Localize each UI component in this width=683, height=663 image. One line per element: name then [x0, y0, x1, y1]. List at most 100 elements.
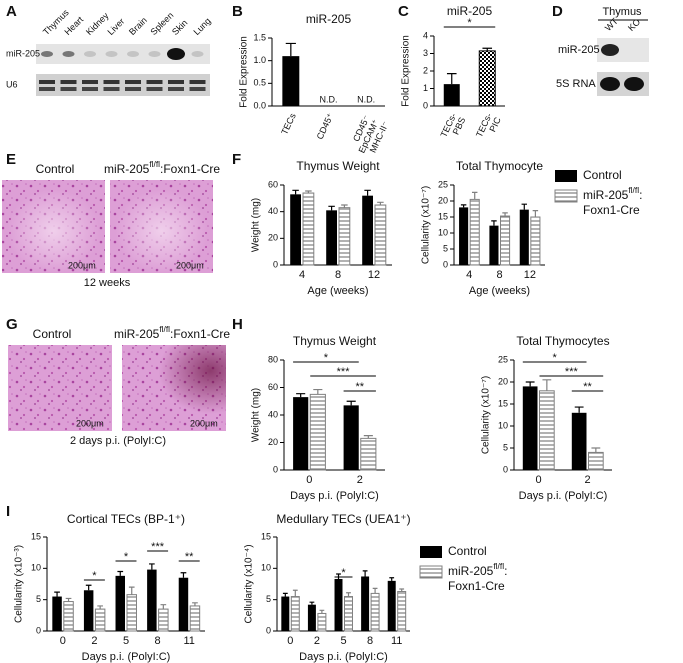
x-tick-label: TECs: [279, 111, 298, 136]
chart: miR-205 Fold Expression 0 1 2 3 4 TECs-PBS TECs-…: [401, 4, 505, 139]
x-tick-label: 0: [306, 474, 312, 486]
y-tick-label: 20: [498, 376, 508, 386]
bar: [387, 580, 396, 631]
band: [191, 51, 204, 57]
band: [146, 80, 163, 84]
panel-letter: B: [232, 3, 243, 20]
y-tick-label: 15: [261, 531, 271, 541]
error-bar: [65, 597, 72, 602]
error-bar: [336, 573, 341, 579]
error-bar: [313, 388, 323, 395]
error-bar: [377, 201, 384, 205]
significance-label: **: [185, 551, 194, 563]
y-tick-label: 20: [438, 195, 448, 205]
text-part: miR-205: [104, 162, 150, 176]
bar: [539, 390, 555, 471]
bar: [344, 596, 353, 632]
chart-title: Total Thymocytes: [516, 334, 609, 348]
bar: [443, 84, 460, 106]
y-tick-label: 10: [438, 227, 448, 237]
chart-title: Total Thymocyte: [456, 159, 543, 173]
band: [168, 87, 184, 91]
error-bar: [502, 212, 508, 217]
chart-title: miR-205: [306, 12, 352, 26]
error-bar: [180, 572, 187, 578]
y-tick-label: 4: [423, 30, 428, 40]
bar: [307, 604, 316, 631]
error-bar: [346, 592, 351, 597]
chart-title: Cortical TECs (BP-1⁺): [67, 512, 185, 526]
significance-label: *: [553, 352, 558, 364]
error-bar: [446, 73, 457, 85]
chart: Thymus Weight Weight (mg) Days p.i. (PolyI…: [251, 334, 385, 502]
text-part: :Foxn1-Cre: [170, 327, 230, 341]
bar: [326, 210, 337, 265]
significance-label: ***: [151, 541, 165, 553]
caption: 12 weeks: [84, 277, 131, 289]
error-bar: [389, 577, 395, 581]
x-tick-label: CD45⁻ EpCAM⁺ MHC-II⁻: [348, 111, 391, 158]
error-bar: [471, 191, 478, 200]
text-part: fl/fl: [493, 561, 504, 571]
y-tick-label: 0: [443, 259, 448, 269]
legend-swatch: [555, 170, 577, 182]
y-tick-label: 60: [268, 179, 278, 189]
error-bar: [319, 609, 325, 614]
error-bar: [285, 42, 296, 57]
significance-label: ***: [565, 366, 579, 378]
y-axis-title: Fold Expression: [401, 35, 412, 107]
chart: miR-205 Fold Expression 0.0 0.5 1.0 1.5 TECs CD…: [239, 12, 392, 158]
y-axis-title: Cellularity (x10⁻⁷): [481, 376, 492, 454]
x-tick-label: 5: [123, 635, 129, 647]
bar: [362, 195, 373, 265]
x-tick-label: 11: [183, 635, 194, 647]
x-tick-label: 0: [60, 635, 66, 647]
y-tick-label: 0.5: [253, 78, 266, 88]
histology-shade: [122, 345, 226, 431]
error-bar: [149, 563, 155, 570]
x-tick-label: 12: [524, 269, 536, 281]
significance-label: **: [355, 381, 364, 393]
band: [103, 80, 120, 84]
error-bar: [282, 592, 288, 597]
bar: [52, 596, 62, 631]
x-tick-label: 8: [496, 269, 502, 281]
x-axis-title: Days p.i. (PolyI:C): [299, 651, 388, 663]
bar: [361, 576, 370, 631]
error-bar: [328, 205, 335, 211]
y-axis-title: Weight (mg): [251, 198, 262, 252]
histology-image: [8, 345, 112, 431]
bar: [343, 405, 359, 470]
image-label: Control: [33, 327, 72, 341]
x-tick-label: 8: [367, 635, 373, 647]
significance-label: *: [467, 17, 472, 29]
histology-shade: [110, 180, 213, 273]
x-axis-title: Days p.i. (PolyI:C): [519, 490, 608, 502]
text-part: Foxn1-Cre: [583, 203, 640, 217]
bar: [459, 207, 469, 265]
bar: [397, 591, 407, 632]
y-axis-title: Cellularity (x10⁻⁷): [421, 186, 432, 264]
y-tick-label: 25: [498, 354, 508, 364]
error-bar: [460, 204, 467, 208]
caption: 2 days p.i. (PolyI:C): [70, 435, 166, 447]
text-part: fl/fl: [159, 324, 170, 334]
band: [148, 51, 161, 57]
significance-label: *: [324, 352, 329, 364]
chart-title: Medullary TECs (UEA1⁺): [276, 512, 410, 526]
band: [62, 51, 75, 57]
y-tick-label: 10: [31, 563, 41, 573]
chart: Total Thymocyte Cellularity (x10⁻⁷) Age (w…: [421, 159, 643, 297]
band: [127, 51, 139, 57]
y-tick-label: 20: [268, 233, 278, 243]
error-bar: [482, 47, 493, 51]
chart-title: Thymus Weight: [293, 334, 377, 348]
significance-label: *: [341, 567, 346, 579]
bar: [588, 451, 604, 471]
x-tick-label: 5: [340, 635, 346, 647]
error-bar: [341, 204, 348, 208]
row-label: 5S RNA: [556, 78, 596, 90]
legend-label: miR-205fl/fl: Foxn1-Cre: [583, 185, 642, 217]
error-bar: [309, 601, 315, 605]
